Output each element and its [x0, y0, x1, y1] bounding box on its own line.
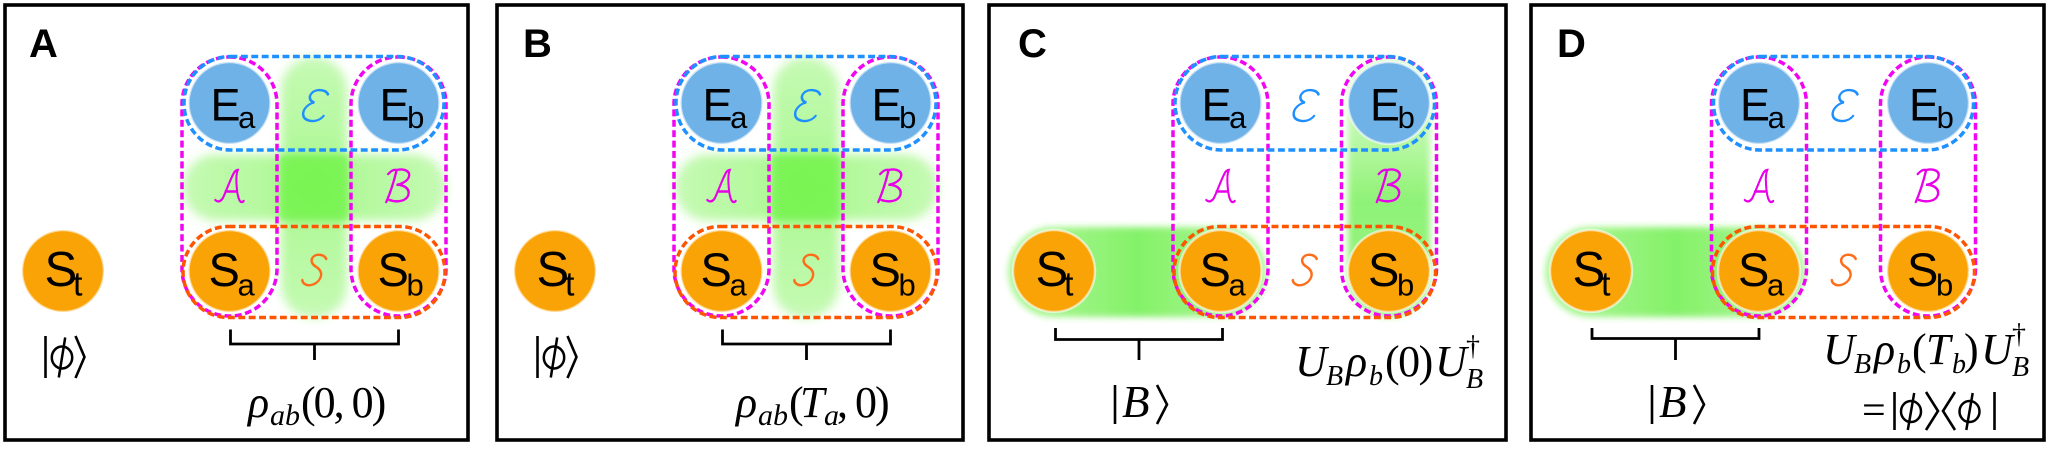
- svg-text:E: E: [1909, 80, 1939, 131]
- svg-text:a: a: [1767, 268, 1785, 303]
- svg-text:S: S: [1200, 243, 1231, 296]
- svg-text:†: †: [2012, 319, 2026, 350]
- svg-text:S: S: [1738, 243, 1769, 296]
- svg-text:S: S: [870, 243, 901, 296]
- svg-text:U: U: [1823, 325, 1858, 374]
- svg-text:B: B: [1466, 364, 1483, 395]
- svg-text:ρ: ρ: [734, 378, 757, 427]
- svg-text:a: a: [238, 268, 256, 303]
- svg-text:t: t: [1064, 266, 1074, 304]
- svg-text:S: S: [1036, 243, 1069, 297]
- svg-text:A: A: [29, 22, 58, 66]
- svg-text:a: a: [730, 100, 748, 135]
- svg-text:b: b: [1369, 361, 1383, 392]
- svg-text:B: B: [1659, 377, 1687, 427]
- svg-text:B: B: [1122, 377, 1150, 427]
- svg-text:ab: ab: [758, 399, 788, 432]
- svg-text:a: a: [824, 399, 839, 432]
- svg-text:S: S: [378, 243, 409, 296]
- svg-text:B: B: [523, 22, 552, 66]
- svg-text:E: E: [1740, 80, 1770, 131]
- svg-text:E: E: [1370, 80, 1400, 131]
- svg-text:T: T: [800, 378, 828, 427]
- svg-text:U: U: [1295, 337, 1330, 386]
- svg-text:ρ: ρ: [1872, 325, 1895, 374]
- svg-text:a: a: [238, 100, 256, 135]
- svg-text:S: S: [701, 243, 732, 296]
- svg-text:b: b: [407, 268, 424, 303]
- svg-text:b: b: [1897, 349, 1911, 380]
- svg-text:B: B: [1854, 349, 1871, 380]
- svg-text:b: b: [1398, 100, 1415, 135]
- svg-text:B: B: [1326, 361, 1343, 392]
- svg-text:ρ: ρ: [1344, 337, 1367, 386]
- svg-text:b: b: [899, 268, 916, 303]
- svg-text:†: †: [1466, 331, 1480, 362]
- svg-text:b: b: [1937, 100, 1954, 135]
- svg-text:(0, 0): (0, 0): [301, 378, 385, 427]
- svg-text:a: a: [730, 268, 748, 303]
- svg-text:, 0): , 0): [837, 378, 888, 427]
- svg-text:(: (: [789, 378, 804, 427]
- svg-text:E: E: [1202, 80, 1232, 131]
- svg-text:B: B: [2012, 352, 2029, 383]
- svg-text:=: =: [1862, 388, 1886, 434]
- svg-text:b: b: [1936, 268, 1953, 303]
- svg-text:S: S: [209, 243, 240, 296]
- svg-text:E: E: [872, 80, 902, 131]
- svg-text:S: S: [45, 243, 78, 297]
- svg-text:U: U: [1981, 325, 2016, 374]
- svg-text:C: C: [1018, 22, 1047, 66]
- svg-text:): ): [1964, 325, 1979, 374]
- svg-text:E: E: [380, 80, 410, 131]
- svg-text:a: a: [1229, 268, 1247, 303]
- svg-text:(: (: [1912, 325, 1927, 374]
- svg-text:ρ: ρ: [246, 378, 269, 427]
- svg-text:b: b: [899, 100, 916, 135]
- svg-text:U: U: [1435, 337, 1470, 386]
- svg-text:E: E: [703, 80, 733, 131]
- svg-text:b: b: [407, 100, 424, 135]
- svg-text:a: a: [1768, 100, 1786, 135]
- svg-text:t: t: [565, 266, 575, 304]
- svg-text:S: S: [1573, 243, 1606, 297]
- svg-text:D: D: [1557, 22, 1586, 66]
- svg-text:a: a: [1229, 100, 1247, 135]
- svg-text:S: S: [537, 243, 570, 297]
- svg-text:E: E: [211, 80, 241, 131]
- svg-text:(0): (0): [1385, 337, 1432, 386]
- svg-text:T: T: [1926, 325, 1954, 374]
- svg-text:t: t: [73, 266, 83, 304]
- svg-text:b: b: [1397, 268, 1414, 303]
- svg-text:S: S: [1368, 243, 1399, 296]
- svg-text:b: b: [1952, 349, 1966, 380]
- svg-text:ab: ab: [270, 399, 300, 432]
- svg-text:t: t: [1601, 266, 1611, 304]
- svg-text:S: S: [1907, 243, 1938, 296]
